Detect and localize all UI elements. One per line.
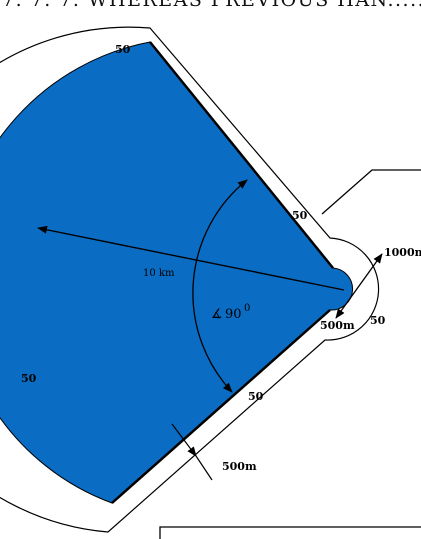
label-buffer-top: 50 <box>115 43 131 56</box>
leader-line-top <box>322 170 421 214</box>
label-angle-unit: 0 <box>244 303 250 314</box>
buffer-width-extension <box>196 456 212 480</box>
label-angle: 90 <box>225 307 242 322</box>
label-buffer-right: 1000m <box>384 246 421 259</box>
angle-symbol-icon: ∡ <box>211 307 223 322</box>
label-buffer-lower-edge: 50 <box>248 390 264 403</box>
label-buffer-left: 50 <box>21 372 37 385</box>
label-radius: 10 km <box>143 268 175 279</box>
label-buffer-circle: 50 <box>370 314 386 327</box>
sector-area <box>0 42 353 503</box>
label-buffer-upper-edge: 50 <box>292 209 308 222</box>
label-buffer-width: 500m <box>222 460 257 473</box>
leader-box-bottom <box>160 527 421 539</box>
label-inner-500m: 500m <box>320 319 355 332</box>
